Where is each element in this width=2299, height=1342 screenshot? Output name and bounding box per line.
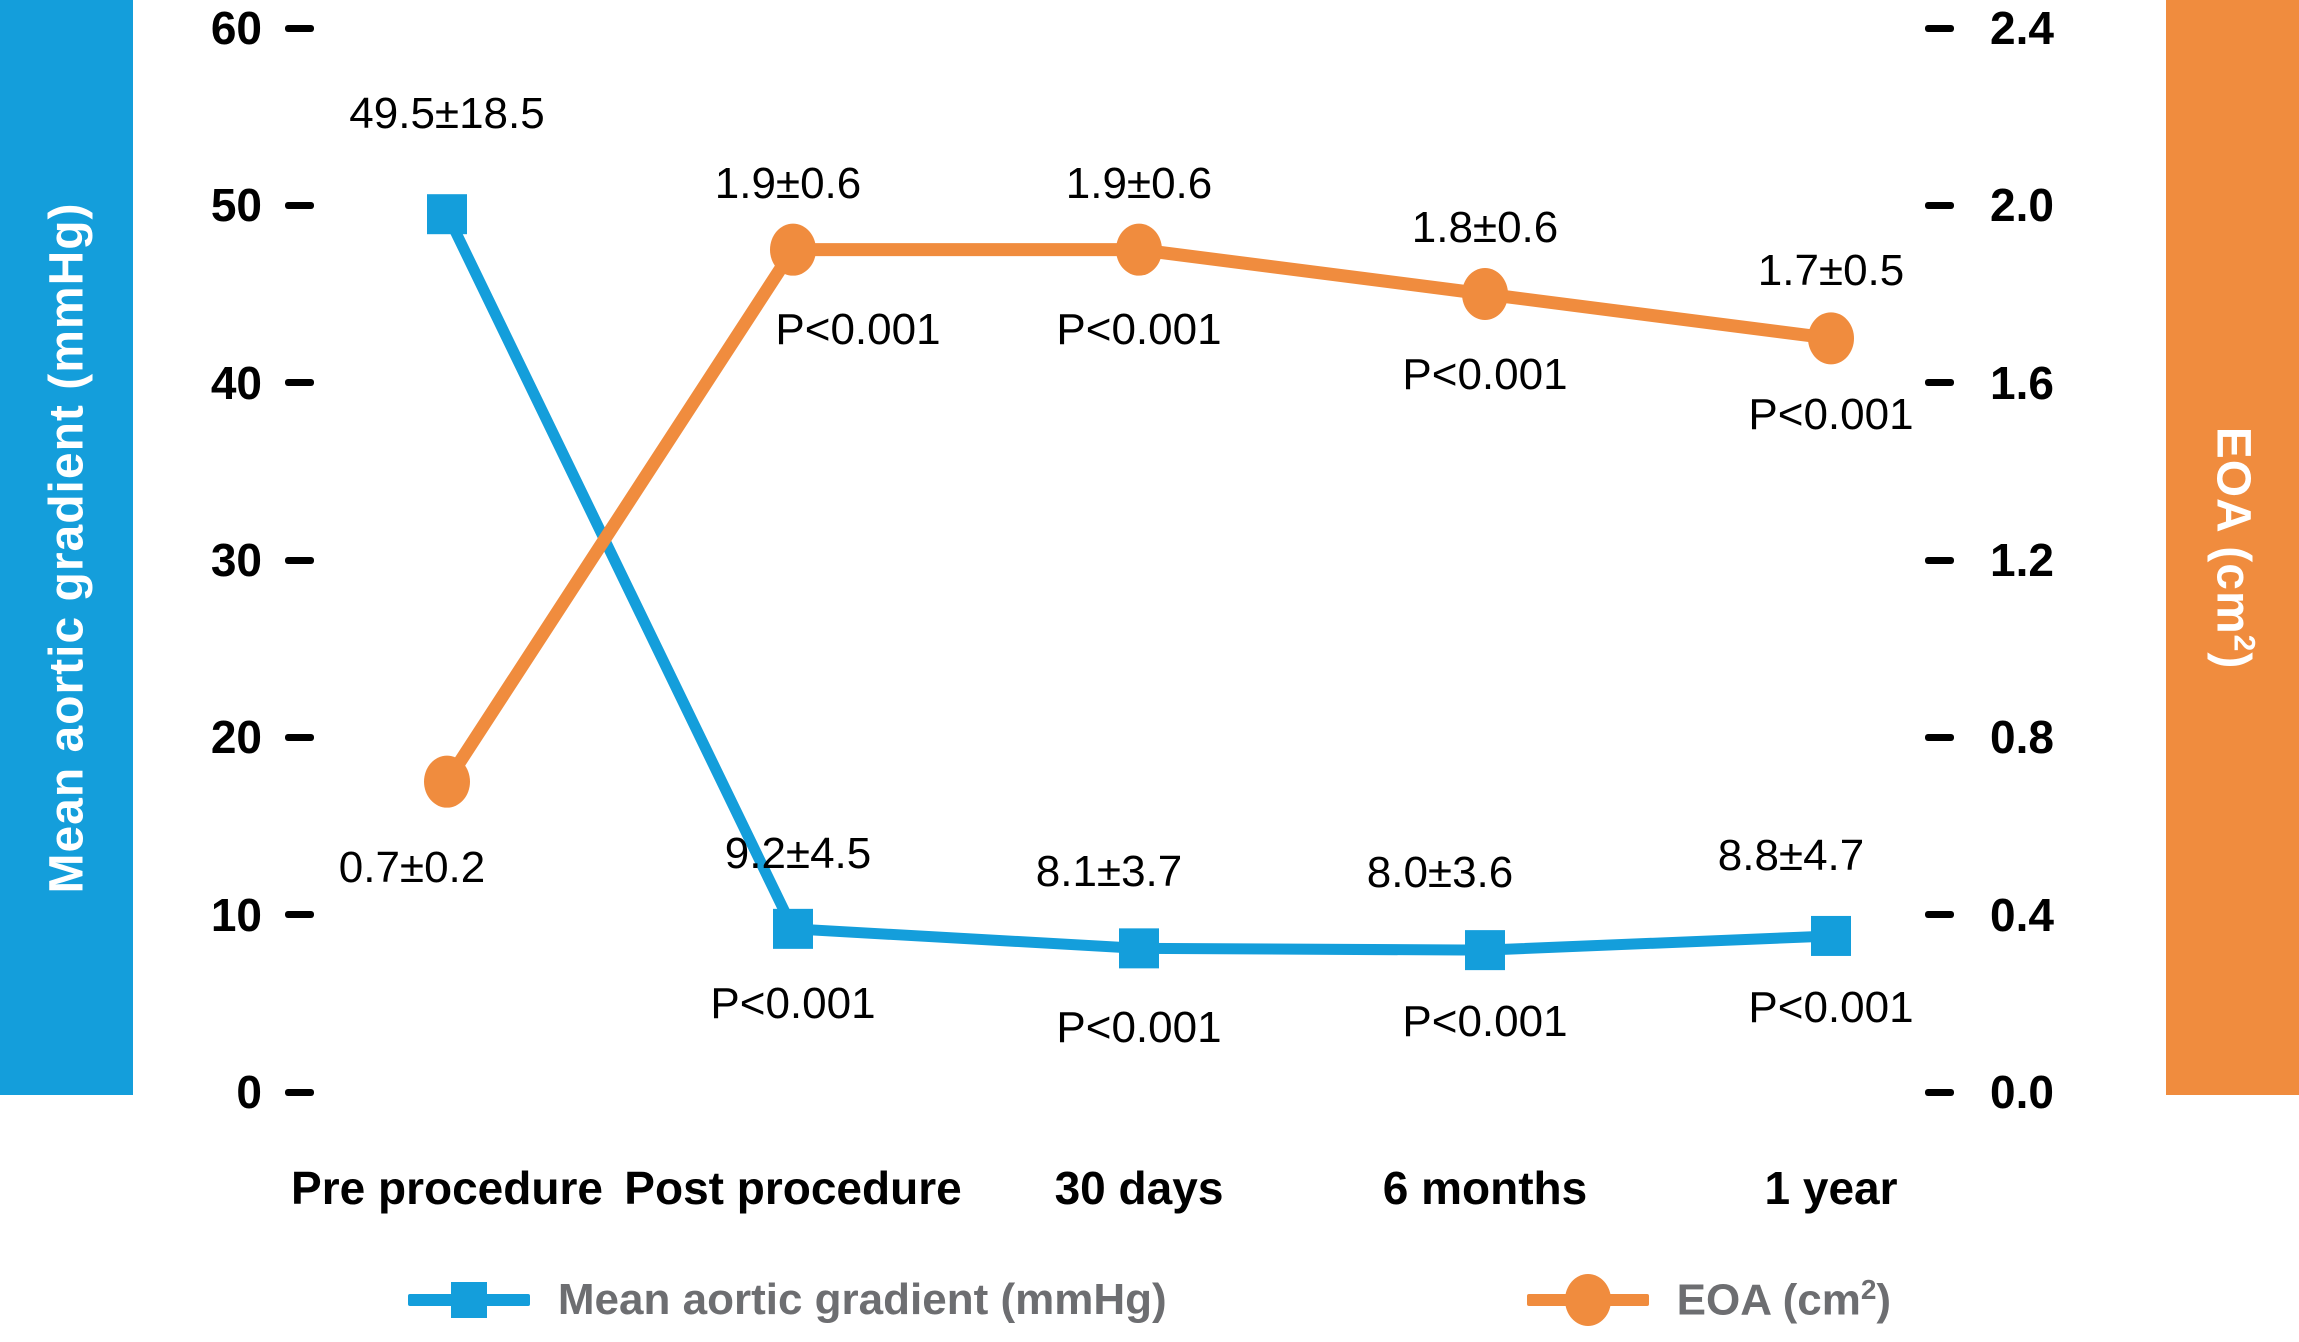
right-axis-tick-label: 1.6 xyxy=(1990,356,2054,409)
left-axis-banner: Mean aortic gradient (mmHg) xyxy=(0,0,133,1095)
data-point-circle-marker xyxy=(1462,268,1508,320)
legend-item-eoa: EOA (cm2) xyxy=(1526,1274,1891,1326)
left-axis-tick-mark xyxy=(285,733,314,741)
legend-label-eoa-sup: 2 xyxy=(1860,1274,1877,1306)
right-axis-tick-mark xyxy=(1925,911,1954,919)
data-point-circle-marker xyxy=(1116,223,1162,276)
right-axis-tick-mark xyxy=(1925,1088,1954,1096)
data-point-square-marker xyxy=(1811,915,1851,956)
left-axis-tick-mark xyxy=(285,556,314,564)
data-point-value-label: 8.8±4.7 xyxy=(1717,830,1865,880)
x-axis-label-1-year: 1 year xyxy=(1764,1162,1898,1214)
data-point-value-label: 49.5±18.5 xyxy=(349,89,545,139)
data-point-square-marker xyxy=(773,908,813,949)
right-axis-tick-label: 0.4 xyxy=(1990,888,2054,941)
p-value-label: P<0.001 xyxy=(1056,304,1222,354)
data-point-value-label: 8.0±3.6 xyxy=(1366,848,1514,898)
right-axis-title: EOA (cm2) xyxy=(2205,426,2260,669)
data-point-circle-marker xyxy=(1808,312,1854,365)
p-value-label: P<0.001 xyxy=(1748,982,1914,1032)
x-axis-label-6-months: 6 months xyxy=(1382,1162,1588,1214)
data-point-square-marker xyxy=(427,194,467,235)
p-value-label: P<0.001 xyxy=(710,978,876,1028)
legend-label-eoa: EOA (cm2) xyxy=(1677,1274,1891,1326)
legend: Mean aortic gradient (mmHg) EOA (cm2) xyxy=(0,1255,2299,1342)
p-value-label: P<0.001 xyxy=(1402,997,1568,1047)
data-point-circle-marker xyxy=(770,223,816,276)
right-axis-tick-mark xyxy=(1925,24,1954,32)
left-axis-tick-label: 20 xyxy=(210,711,262,764)
left-axis-tick-mark xyxy=(285,1088,314,1096)
left-axis-tick-label: 30 xyxy=(210,534,262,586)
data-point-value-label: 9.2±4.5 xyxy=(724,828,872,878)
legend-item-mean-aortic-gradient: Mean aortic gradient (mmHg) xyxy=(407,1275,1167,1325)
p-value-label: P<0.001 xyxy=(1748,390,1914,440)
legend-label-eoa-text: EOA (cm xyxy=(1676,1275,1861,1325)
right-axis-title-close: ) xyxy=(2206,651,2259,669)
right-axis-tick-label: 0.0 xyxy=(1990,1066,2054,1118)
right-axis-tick-label: 2.4 xyxy=(1990,2,2054,54)
left-axis-tick-mark xyxy=(285,379,314,387)
right-axis-title-sup: 2 xyxy=(2227,634,2260,652)
x-axis-label-post-procedure: Post procedure xyxy=(624,1162,962,1214)
left-axis-title: Mean aortic gradient (mmHg) xyxy=(40,201,93,894)
left-axis-tick-label: 40 xyxy=(210,356,262,409)
legend-label-eoa-close: ) xyxy=(1876,1275,1892,1325)
x-axis-label-30-days: 30 days xyxy=(1054,1162,1224,1214)
data-point-circle-marker xyxy=(424,755,470,808)
right-axis-title-text: EOA (cm xyxy=(2206,426,2259,635)
data-point-value-label: 1.7±0.5 xyxy=(1757,246,1905,296)
right-axis-tick-mark xyxy=(1925,733,1954,741)
left-axis-tick-mark xyxy=(285,911,314,919)
left-axis-tick-label: 0 xyxy=(236,1066,262,1118)
p-value-label: P<0.001 xyxy=(1402,350,1568,399)
left-axis-tick-label: 50 xyxy=(210,179,262,232)
data-point-value-label: 8.1±3.7 xyxy=(1035,847,1183,897)
legend-square-marker-icon xyxy=(450,1282,487,1318)
left-axis-tick-mark xyxy=(285,201,314,209)
right-axis-tick-label: 2.0 xyxy=(1990,179,2054,232)
right-axis-tick-label: 0.8 xyxy=(1990,711,2054,764)
legend-label-mean-aortic-gradient: Mean aortic gradient (mmHg) xyxy=(557,1275,1167,1324)
left-axis-tick-mark xyxy=(285,24,314,32)
left-axis-tick-label: 60 xyxy=(210,2,262,54)
right-axis-tick-mark xyxy=(1925,556,1954,564)
data-point-square-marker xyxy=(1119,928,1159,969)
p-value-label: P<0.001 xyxy=(1056,1003,1222,1053)
p-value-label: P<0.001 xyxy=(775,304,941,354)
data-point-value-label: 1.9±0.6 xyxy=(1065,158,1213,208)
right-axis-tick-mark xyxy=(1925,201,1954,209)
right-axis-tick-mark xyxy=(1925,379,1954,387)
data-point-square-marker xyxy=(1465,930,1505,971)
legend-blue-line xyxy=(407,1282,530,1318)
data-point-value-label: 1.9±0.6 xyxy=(714,158,862,208)
right-axis-tick-label: 1.2 xyxy=(1990,534,2054,586)
legend-circle-marker-icon xyxy=(1564,1274,1611,1326)
left-axis-tick-label: 10 xyxy=(210,888,262,941)
x-axis-label-pre-procedure: Pre procedure xyxy=(291,1162,603,1214)
data-point-value-label: 1.8±0.6 xyxy=(1411,203,1559,252)
legend-orange-line xyxy=(1526,1274,1649,1326)
data-point-value-label: 0.7±0.2 xyxy=(338,842,486,892)
right-axis-banner: EOA (cm2) xyxy=(2166,0,2299,1095)
